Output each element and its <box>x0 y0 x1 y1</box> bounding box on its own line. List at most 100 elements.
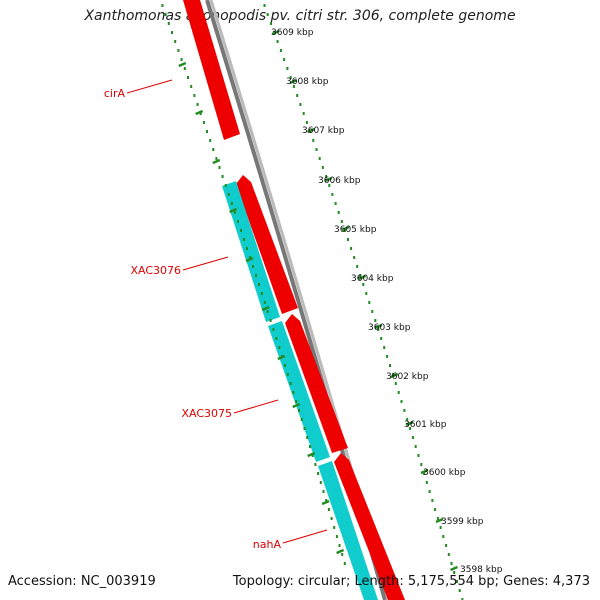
ruler-dot <box>403 409 406 412</box>
ruler-dot <box>436 517 439 520</box>
ruler-dot <box>331 193 334 196</box>
ruler-major-tick <box>245 256 254 263</box>
ruler-major-tick <box>336 548 345 555</box>
ruler-dot <box>343 229 346 232</box>
tick-label: 3599 kbp <box>441 517 484 527</box>
ruler-dot <box>341 553 344 556</box>
ruler-dot <box>350 247 353 250</box>
ruler-dot <box>300 418 303 421</box>
ruler-dot <box>180 58 183 61</box>
XAC3076-leader <box>182 256 229 271</box>
ruler-major-tick <box>178 61 187 68</box>
ruler-dot <box>209 139 212 142</box>
ruler-major-tick <box>405 420 414 427</box>
ruler-dot <box>328 184 331 187</box>
ruler-dot <box>325 175 328 178</box>
ruler-dot <box>252 265 254 268</box>
gene-nahA[interactable] <box>318 461 378 600</box>
ruler-dot <box>321 166 324 169</box>
tick-label: 3608 kbp <box>286 77 329 87</box>
ruler-dot <box>439 526 442 529</box>
ruler-dot <box>279 49 282 52</box>
ruler-dot <box>461 598 464 600</box>
ruler-dot <box>417 454 420 457</box>
ruler-major-tick <box>321 499 330 506</box>
ruler-dot <box>302 112 305 115</box>
ruler-major-tick <box>195 109 204 116</box>
ruler-dot <box>327 508 330 511</box>
ruler-major-tick <box>435 517 444 524</box>
ruler-dot <box>227 193 230 196</box>
tick-label: 3603 kbp <box>368 323 411 333</box>
ruler-major-tick <box>292 402 301 409</box>
genome-summary-text: Topology: circular; Length: 5,175,554 bp… <box>232 574 590 589</box>
ruler-dot <box>212 148 215 151</box>
ruler-dot <box>218 166 221 169</box>
ruler-dot <box>383 346 386 349</box>
ruler-dot <box>298 409 300 412</box>
gene-forward-4[interactable] <box>334 453 405 600</box>
ruler-dot <box>272 328 275 331</box>
ruler-dot <box>450 562 453 565</box>
ruler-dot <box>447 553 450 556</box>
accession-text: Accession: NC_003919 <box>8 574 156 589</box>
ruler-dot <box>317 472 320 475</box>
ruler-dot <box>445 544 448 547</box>
ruler-dot <box>215 157 218 160</box>
ruler-dot <box>263 4 266 7</box>
ruler-major-tick <box>261 305 270 312</box>
ruler-dot <box>299 103 302 106</box>
gene-cirA[interactable] <box>183 0 240 140</box>
ruler-dot <box>224 184 227 187</box>
ruler-dot <box>397 391 400 394</box>
ruler-dot <box>330 517 333 520</box>
ruler-dot <box>309 445 311 448</box>
gene-forward-3[interactable] <box>285 314 348 453</box>
ruler-major-tick <box>212 158 221 165</box>
ruler-dot <box>174 40 177 43</box>
label-cirA: cirA <box>104 87 126 100</box>
ruler-dot <box>362 283 365 286</box>
ruler-dot <box>391 373 394 376</box>
ruler-dot <box>206 130 208 133</box>
ruler-dot <box>337 211 340 214</box>
gene-XAC3076[interactable] <box>222 181 280 322</box>
tick-label: 3607 kbp <box>302 126 345 136</box>
tick-label: 3605 kbp <box>334 225 377 235</box>
gene-forward-2[interactable] <box>236 175 298 314</box>
ruler-dot <box>377 328 380 331</box>
ruler-dot <box>255 274 257 277</box>
ruler-dot <box>183 67 186 70</box>
ruler-dot <box>284 364 286 367</box>
ruler-dot <box>269 319 272 322</box>
label-XAC3076: XAC3076 <box>130 264 181 277</box>
ruler-dot <box>246 247 248 250</box>
ruler-major-tick <box>289 78 298 85</box>
ruler-inner-dots <box>161 4 346 565</box>
ruler-dot <box>325 499 328 502</box>
ruler-dot <box>414 445 417 448</box>
ruler-dot <box>221 175 224 178</box>
ruler-dot <box>278 346 281 349</box>
tick-label: 3602 kbp <box>386 372 429 382</box>
ruler-dot <box>423 472 426 475</box>
ruler-dot <box>161 4 164 7</box>
ruler-dot <box>286 373 289 376</box>
ruler-dot <box>371 310 374 313</box>
ruler-major-tick <box>271 29 280 36</box>
ruler-dot <box>406 418 409 421</box>
tick-label: 3598 kbp <box>460 565 503 575</box>
ruler-dot <box>196 103 199 106</box>
ruler-dot <box>340 220 343 223</box>
label-nahA: nahA <box>253 538 282 551</box>
ruler-dot <box>258 283 260 286</box>
ruler-dot <box>171 31 173 34</box>
tick-label: 3600 kbp <box>423 468 466 478</box>
ruler-major-tick <box>450 565 458 572</box>
tick-label: 3606 kbp <box>318 176 361 186</box>
ruler-dot <box>442 535 445 538</box>
ruler-dot <box>359 274 362 277</box>
ruler-dot <box>306 436 309 439</box>
ruler-dot <box>380 337 383 340</box>
